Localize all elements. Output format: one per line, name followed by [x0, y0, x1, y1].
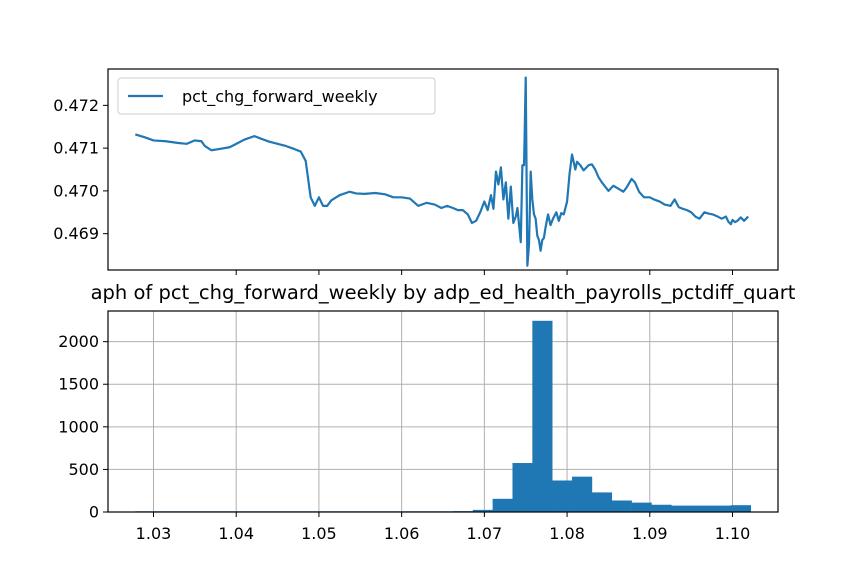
histogram-bar: [691, 505, 712, 512]
histogram-bars: [135, 320, 751, 512]
histogram-x-ticks: 1.03 1.04 1.05 1.06 1.07 1.08 1.09 1.10: [136, 512, 751, 543]
y-tick-label: 0.472: [53, 96, 99, 115]
x-tick-label: 1.09: [632, 524, 668, 543]
y-tick-label: 0: [89, 503, 99, 522]
y-tick-label: 0.471: [53, 139, 99, 158]
histogram-bar: [532, 320, 553, 512]
y-tick-label: 0.469: [53, 224, 99, 243]
histogram-bar: [651, 504, 672, 512]
y-tick-label: 1500: [58, 375, 99, 394]
histogram-bar: [591, 492, 613, 512]
x-tick-label: 1.08: [549, 524, 585, 543]
legend-label: pct_chg_forward_weekly: [182, 87, 378, 107]
x-tick-label: 1.05: [301, 524, 337, 543]
histogram-panel: aph of pct_chg_forward_weekly by adp_ed_…: [58, 281, 796, 543]
histogram-bar: [711, 505, 732, 512]
histogram-grid: [108, 311, 778, 513]
y-tick-label: 1000: [58, 417, 99, 436]
legend-box: [117, 77, 436, 115]
y-tick-label: 2000: [58, 332, 99, 351]
histogram-title: aph of pct_chg_forward_weekly by adp_ed_…: [91, 281, 796, 304]
y-tick-label: 0.470: [53, 181, 99, 200]
x-tick-label: 1.06: [384, 524, 420, 543]
histogram-y-ticks: 0 500 1000 1500 2000: [58, 332, 108, 522]
x-tick-label: 1.10: [715, 524, 751, 543]
histogram-bar: [730, 505, 751, 512]
histogram-bar: [671, 505, 692, 512]
histogram-bar: [552, 480, 573, 512]
line-chart-y-ticks: 0.469 0.470 0.471 0.472: [53, 96, 108, 243]
histogram-bar: [492, 498, 513, 512]
line-chart-x-ticks: [235, 270, 734, 275]
line-plot-area: [134, 76, 750, 267]
series-line-pct-chg-forward-weekly: [134, 76, 750, 267]
line-chart-frame: [107, 68, 779, 271]
histogram-frame: [107, 310, 779, 513]
y-tick-label: 500: [68, 460, 99, 479]
x-tick-label: 1.03: [136, 524, 172, 543]
x-tick-label: 1.04: [218, 524, 254, 543]
histogram-bar: [472, 509, 493, 512]
legend: pct_chg_forward_weekly: [117, 77, 436, 115]
histogram-bar: [572, 476, 593, 512]
histogram-bar: [512, 463, 533, 512]
x-tick-label: 1.07: [467, 524, 503, 543]
histogram-bar: [631, 502, 652, 512]
histogram-bar: [611, 500, 632, 512]
line-chart-panel: 0.469 0.470 0.471 0.472 pct_chg_forward_wee…: [53, 68, 779, 275]
